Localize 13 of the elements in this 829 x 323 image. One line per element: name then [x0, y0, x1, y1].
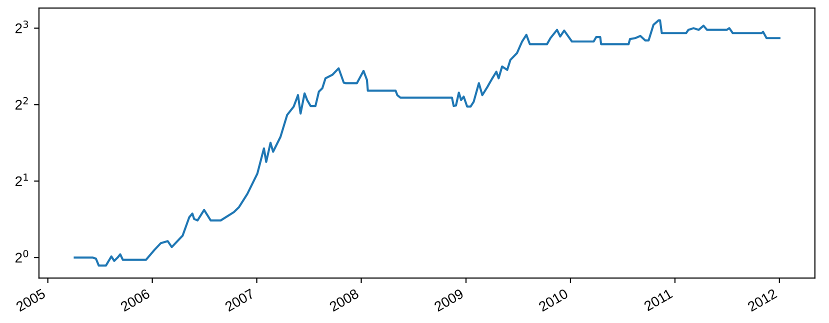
- x-tick-label: 2006: [120, 288, 150, 312]
- line-series: [74, 19, 780, 267]
- y-tick-label: 2$^{3}$: [15, 20, 28, 34]
- x-tick-label: 2008: [328, 288, 360, 312]
- x-tick-label: 2009: [434, 288, 464, 312]
- y-tick-label: 2$^{1}$: [15, 174, 28, 186]
- y-tick-label: 2$^{2}$: [15, 97, 28, 110]
- x-tick-label: 2012: [746, 288, 778, 312]
- x-tick-label: 2005: [15, 288, 46, 312]
- x-tick-label: 2010: [538, 288, 569, 312]
- y-tick-label: 2$^{0}$: [15, 250, 28, 262]
- x-tick-label: 2007: [224, 288, 255, 312]
- x-tick-label: 2011: [643, 288, 673, 312]
